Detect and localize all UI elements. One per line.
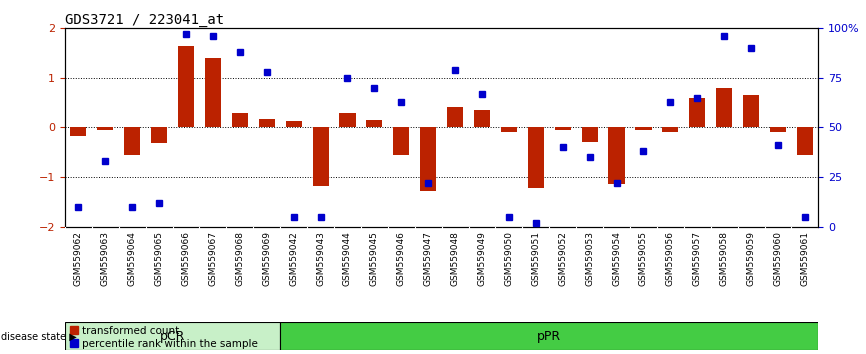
Bar [366, 120, 383, 127]
Text: GSM559053: GSM559053 [585, 232, 594, 286]
Text: GSM559048: GSM559048 [450, 232, 460, 286]
Text: GSM559061: GSM559061 [800, 232, 810, 286]
Bar [582, 127, 598, 142]
Bar [636, 127, 651, 130]
Text: GSM559065: GSM559065 [155, 232, 164, 286]
Text: GSM559050: GSM559050 [504, 232, 514, 286]
Text: pPR: pPR [537, 330, 561, 343]
Legend: transformed count, percentile rank within the sample: transformed count, percentile rank withi… [70, 326, 257, 349]
Bar [178, 46, 194, 127]
Bar [281, 322, 818, 350]
Bar [259, 119, 275, 127]
Text: GSM559042: GSM559042 [289, 232, 298, 286]
Bar [743, 95, 759, 127]
Text: GSM559068: GSM559068 [236, 232, 244, 286]
Text: GSM559044: GSM559044 [343, 232, 352, 286]
Bar [313, 127, 328, 186]
Bar [447, 107, 463, 127]
Bar [662, 127, 678, 132]
Text: GSM559046: GSM559046 [397, 232, 406, 286]
Bar [286, 121, 301, 127]
Text: GSM559060: GSM559060 [773, 232, 783, 286]
Bar [339, 113, 356, 127]
Text: GSM559062: GSM559062 [74, 232, 83, 286]
Bar [97, 127, 113, 130]
Text: GSM559063: GSM559063 [100, 232, 110, 286]
Text: GSM559043: GSM559043 [316, 232, 325, 286]
Bar [609, 127, 624, 184]
Text: GSM559067: GSM559067 [209, 232, 217, 286]
Text: GSM559069: GSM559069 [262, 232, 271, 286]
Bar [205, 58, 221, 127]
Bar [770, 127, 786, 132]
Text: GSM559059: GSM559059 [746, 232, 756, 286]
Bar [70, 127, 87, 136]
Bar [474, 110, 490, 127]
Text: GSM559052: GSM559052 [559, 232, 567, 286]
Bar [393, 127, 410, 155]
Bar [689, 98, 705, 127]
Text: GSM559055: GSM559055 [639, 232, 648, 286]
Text: GDS3721 / 223041_at: GDS3721 / 223041_at [65, 13, 224, 27]
Bar [420, 127, 436, 191]
Bar [527, 127, 544, 188]
Text: GSM559049: GSM559049 [477, 232, 487, 286]
Text: GSM559051: GSM559051 [532, 232, 540, 286]
Text: GSM559054: GSM559054 [612, 232, 621, 286]
Text: GSM559058: GSM559058 [720, 232, 728, 286]
Text: disease state ▶: disease state ▶ [1, 331, 76, 341]
Text: GSM559057: GSM559057 [693, 232, 701, 286]
Bar [501, 127, 517, 132]
Text: GSM559056: GSM559056 [666, 232, 675, 286]
Text: GSM559047: GSM559047 [423, 232, 433, 286]
Bar [232, 113, 248, 127]
Text: GSM559066: GSM559066 [182, 232, 191, 286]
Bar [151, 127, 167, 143]
Text: pCR: pCR [160, 330, 185, 343]
Bar [65, 322, 281, 350]
Bar [716, 88, 733, 127]
Text: GSM559064: GSM559064 [127, 232, 137, 286]
Bar [797, 127, 813, 155]
Text: GSM559045: GSM559045 [370, 232, 379, 286]
Bar [554, 127, 571, 130]
Bar [124, 127, 140, 155]
